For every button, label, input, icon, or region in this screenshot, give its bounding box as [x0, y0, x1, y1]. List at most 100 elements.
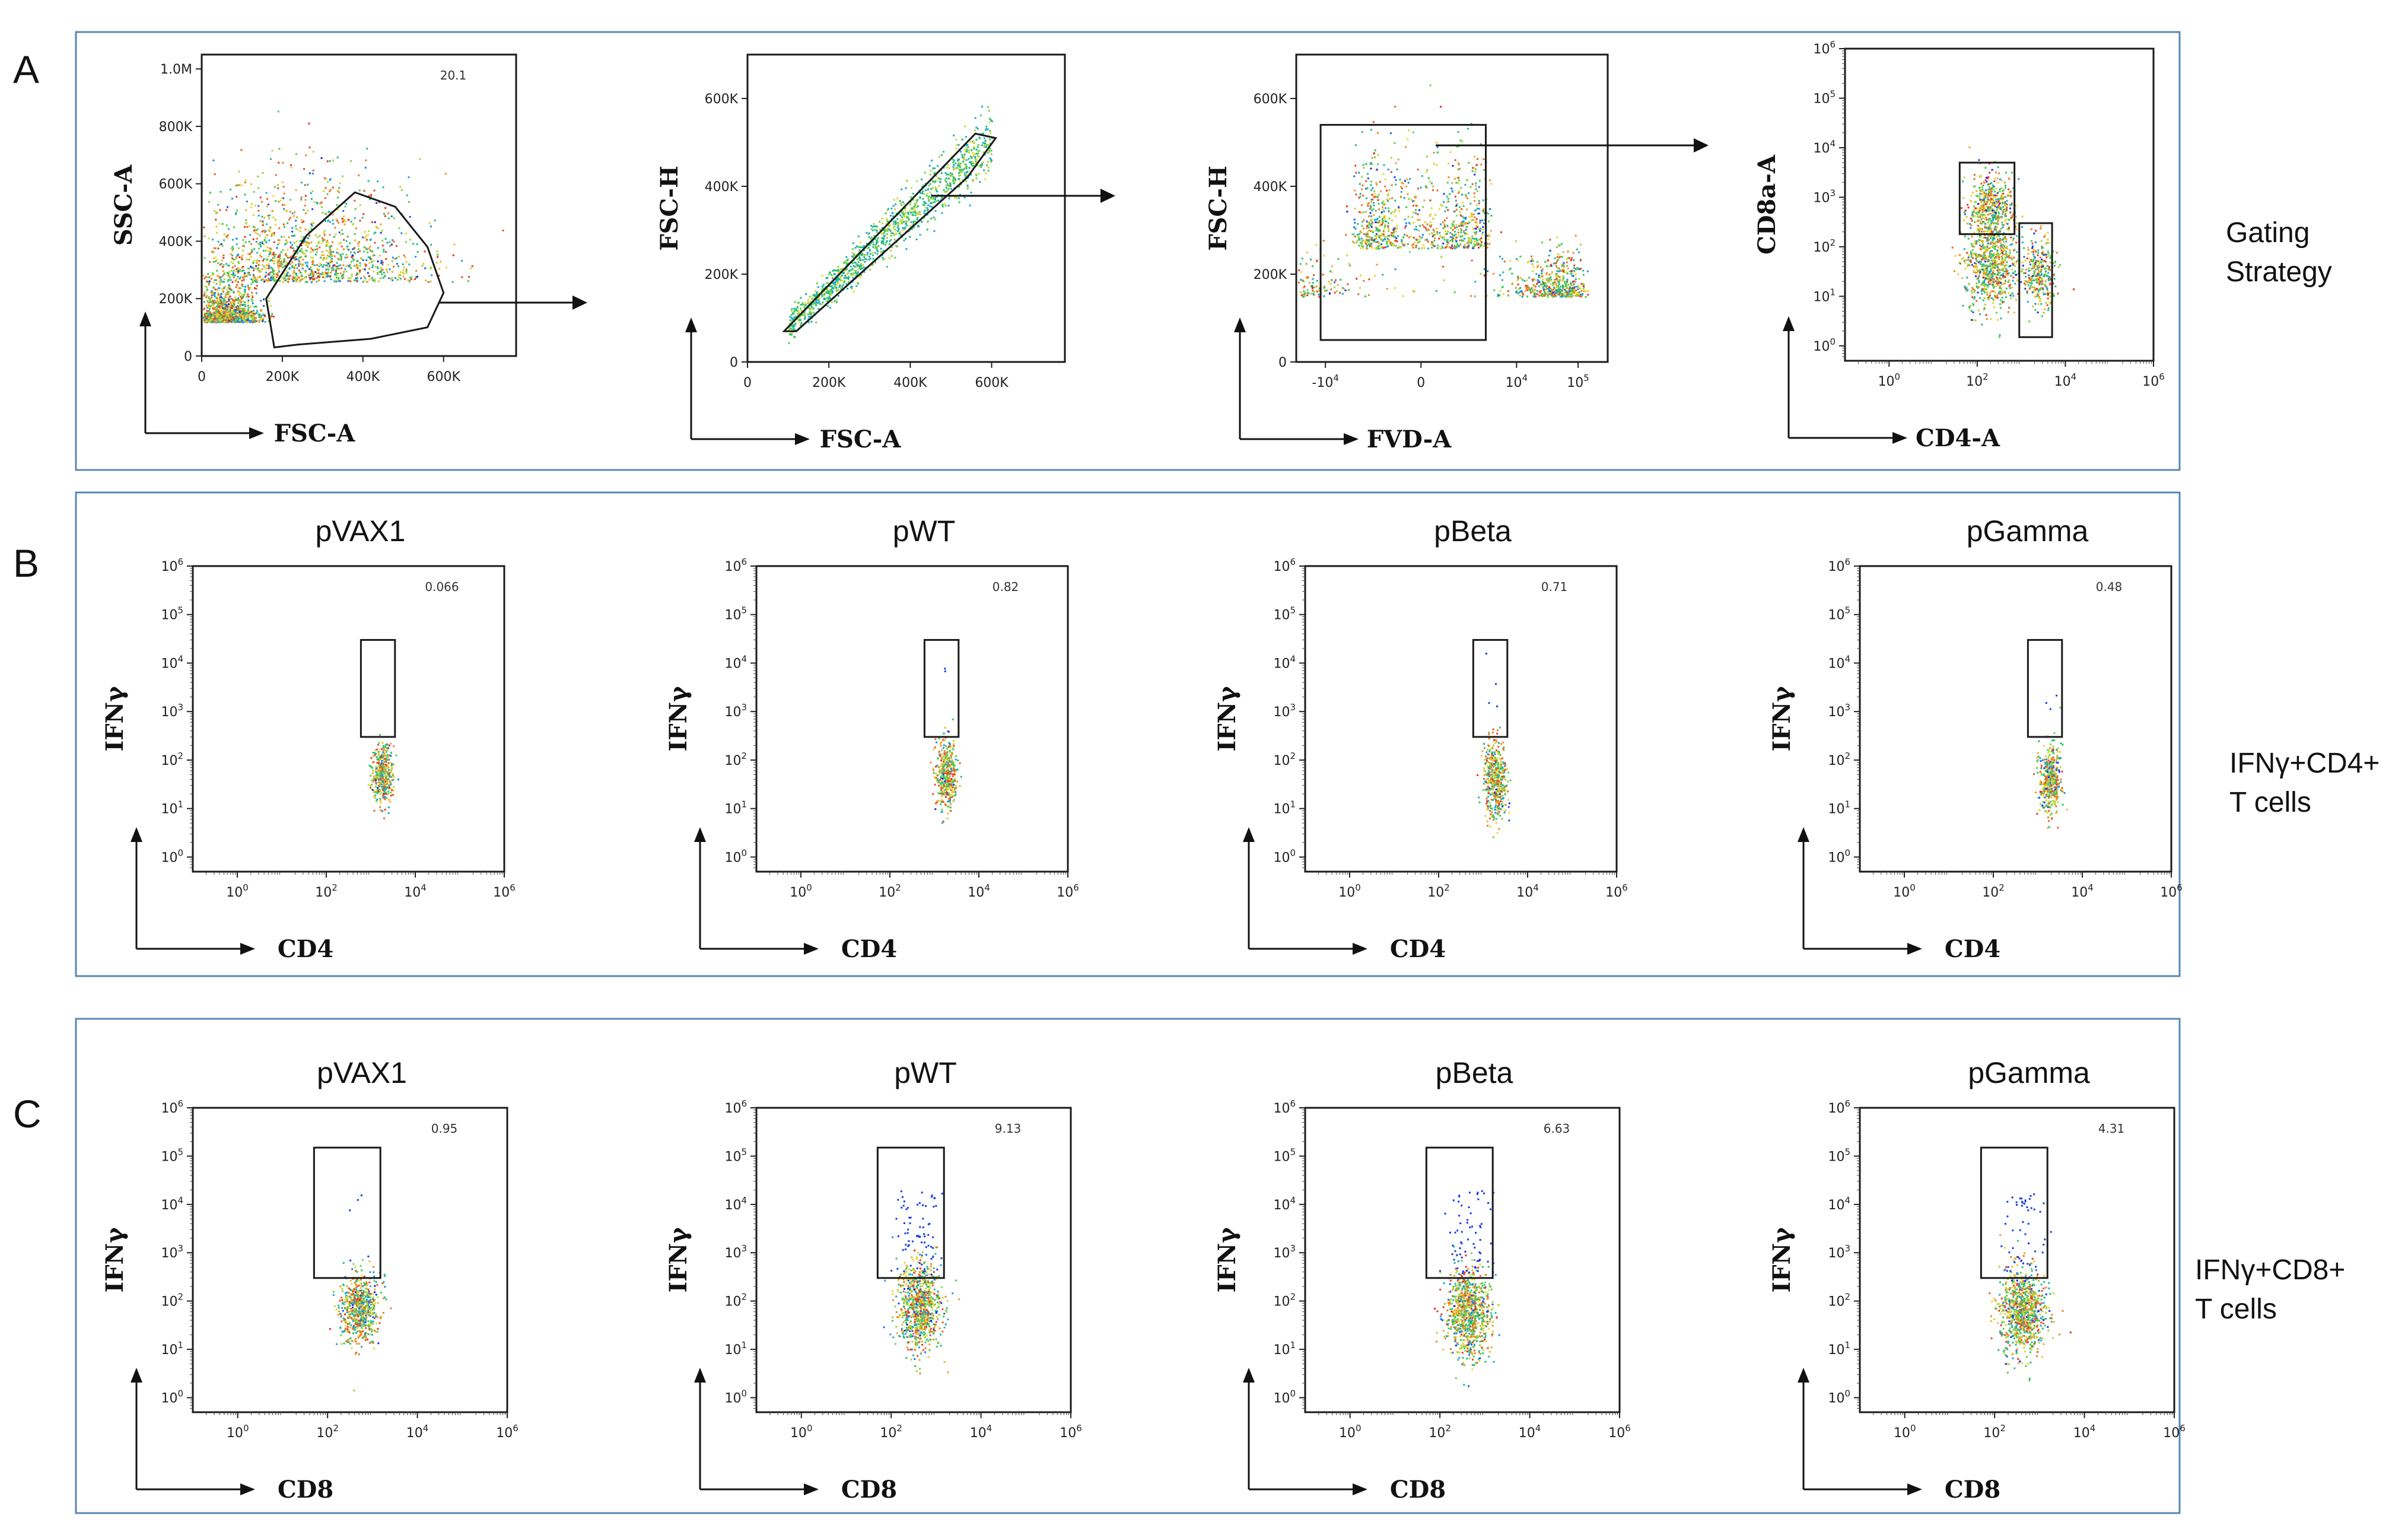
- x-tick-label: 0: [1417, 376, 1425, 390]
- event-dot: [882, 237, 884, 239]
- event-dot: [227, 307, 229, 310]
- event-dot: [864, 266, 866, 269]
- event-dot: [222, 257, 225, 259]
- event-dot: [1582, 274, 1585, 276]
- event-dot: [344, 205, 346, 208]
- event-dot: [857, 235, 860, 237]
- event-dot: [239, 304, 241, 307]
- event-dot: [1408, 222, 1410, 224]
- event-dot: [311, 270, 313, 272]
- event-dot: [283, 272, 285, 275]
- event-dot: [834, 287, 836, 290]
- event-dot: [976, 146, 979, 148]
- event-dot: [271, 266, 273, 269]
- event-dot: [382, 277, 384, 279]
- event-dot: [883, 249, 885, 252]
- event-dot: [252, 225, 255, 228]
- event-dot: [326, 193, 329, 195]
- event-dot: [974, 129, 976, 132]
- event-dot: [1373, 193, 1376, 195]
- event-dot: [269, 227, 272, 230]
- event-dot: [295, 189, 297, 192]
- event-dot: [1359, 195, 1362, 198]
- event-dot: [305, 249, 307, 252]
- event-dot: [1418, 236, 1421, 238]
- event-dot: [430, 225, 432, 228]
- event-dot: [887, 208, 889, 210]
- event-dot: [409, 277, 412, 279]
- event-dot: [975, 177, 978, 180]
- event-dot: [299, 230, 301, 233]
- event-dot: [265, 264, 268, 266]
- event-dot: [1404, 243, 1407, 245]
- event-dot: [1567, 291, 1570, 294]
- event-dot: [1475, 185, 1477, 187]
- event-dot: [248, 288, 250, 291]
- event-dot: [271, 253, 273, 255]
- event-dot: [262, 317, 265, 320]
- event-dot: [1483, 208, 1485, 210]
- event-dot: [1483, 268, 1485, 271]
- event-dot: [239, 319, 241, 321]
- event-dot: [373, 232, 376, 234]
- event-dot: [260, 245, 262, 247]
- event-dot: [1355, 241, 1357, 244]
- event-dot: [307, 242, 309, 244]
- event-dot: [990, 150, 993, 152]
- event-dot: [397, 265, 400, 268]
- event-dot: [1541, 281, 1544, 283]
- event-dot: [1370, 218, 1373, 221]
- event-dot: [847, 277, 850, 279]
- event-dot: [353, 247, 355, 250]
- event-dot: [333, 236, 335, 238]
- event-dot: [373, 254, 376, 256]
- event-dot: [807, 313, 809, 316]
- event-dot: [377, 267, 379, 269]
- event-dot: [793, 328, 795, 330]
- event-dot: [1313, 291, 1315, 293]
- event-dot: [896, 230, 899, 233]
- event-dot: [219, 281, 221, 283]
- event-dot: [1370, 244, 1372, 247]
- event-dot: [966, 151, 968, 153]
- event-dot: [902, 221, 904, 224]
- event-dot: [949, 174, 952, 177]
- event-dot: [1436, 189, 1439, 192]
- event-dot: [1443, 223, 1445, 225]
- event-dot: [866, 231, 868, 234]
- event-dot: [1440, 247, 1442, 250]
- event-dot: [871, 229, 874, 231]
- event-dot: [1364, 239, 1367, 241]
- event-dot: [1483, 158, 1485, 160]
- event-dot: [1556, 270, 1558, 272]
- event-dot: [1383, 210, 1385, 212]
- event-dot: [1452, 220, 1455, 223]
- x-tick-label: 200K: [812, 376, 846, 390]
- event-dot: [874, 246, 877, 248]
- event-dot: [239, 292, 241, 294]
- event-dot: [257, 269, 259, 271]
- event-dot: [242, 239, 244, 241]
- event-dot: [902, 201, 904, 204]
- event-dot: [1405, 185, 1408, 188]
- event-dot: [1378, 202, 1380, 205]
- event-dot: [1394, 209, 1397, 211]
- event-dot: [1466, 242, 1468, 244]
- event-dot: [987, 144, 990, 146]
- event-dot: [1387, 193, 1389, 195]
- event-dot: [284, 275, 287, 277]
- event-dot: [1418, 238, 1421, 240]
- event-dot: [1360, 237, 1363, 240]
- event-dot: [220, 306, 222, 309]
- event-dot: [273, 253, 275, 256]
- event-dot: [1394, 287, 1396, 289]
- event-dot: [233, 269, 235, 272]
- event-dot: [212, 239, 214, 241]
- event-dot: [1474, 281, 1477, 283]
- event-dot: [860, 241, 862, 244]
- event-dot: [1400, 190, 1402, 193]
- event-dot: [354, 233, 356, 235]
- event-dot: [1388, 239, 1391, 241]
- event-dot: [932, 198, 934, 201]
- event-dot: [358, 174, 360, 177]
